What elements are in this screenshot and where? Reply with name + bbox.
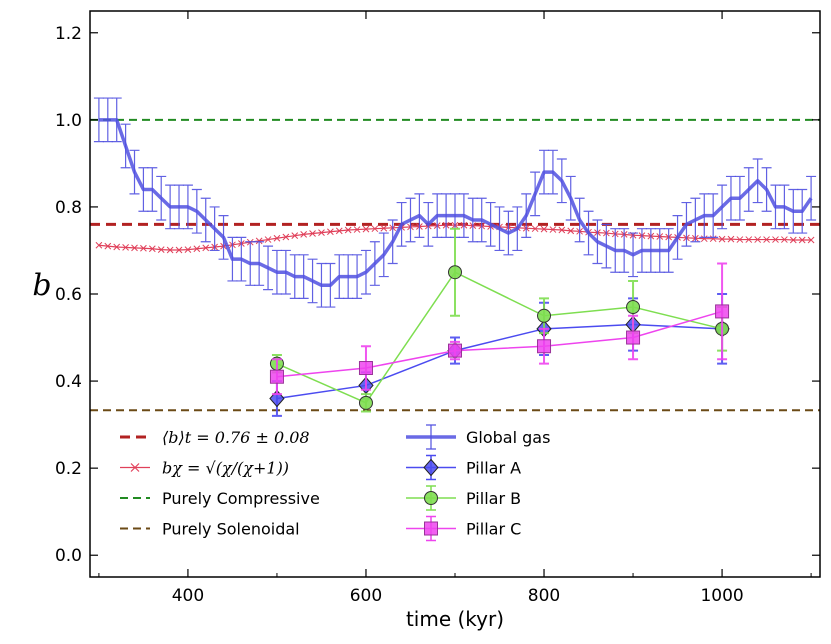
pillar-b-point: [448, 265, 462, 280]
bchi-point: [371, 225, 379, 233]
y-tick-label: 1.0: [55, 111, 82, 131]
plot-area: [90, 97, 820, 417]
legend-label-compressive: Purely Compressive: [162, 489, 320, 508]
y-tick-label: 0.0: [55, 546, 82, 566]
bchi-point: [736, 236, 744, 243]
bchi-point: [709, 235, 717, 243]
legend-label-bchi: bχ = √(χ/(χ+1)): [162, 459, 289, 478]
bchi-point: [95, 241, 103, 249]
bchi-point: [282, 233, 290, 241]
bchi-point: [104, 242, 112, 250]
bchi-point: [718, 235, 726, 243]
legend-marker-pillar-c: [424, 521, 438, 536]
x-tick-label: 1000: [700, 586, 743, 606]
bchi-point: [781, 236, 788, 243]
legend-label-pillar-a: Pillar A: [466, 459, 521, 478]
pillar-c-line: [276, 310, 723, 378]
bchi-point: [549, 226, 557, 233]
legend-label-pillar-c: Pillar C: [466, 520, 521, 539]
bchi-point: [273, 234, 281, 242]
bchi-point: [727, 235, 735, 243]
bchi-point: [798, 236, 806, 244]
legend-label-solenoidal: Purely Solenoidal: [162, 520, 300, 539]
pillar-c-point: [448, 343, 462, 358]
bchi-point: [255, 237, 263, 245]
y-tick-label: 0.4: [55, 372, 82, 392]
bchi-point: [193, 245, 201, 253]
bchi-point: [531, 225, 539, 233]
pillar-c-point: [715, 304, 730, 319]
bchi-point: [122, 244, 129, 251]
bchi-point: [772, 236, 779, 243]
y-axis-label: b: [32, 268, 51, 303]
pillar-b-point: [358, 395, 373, 410]
global-gas-line: [98, 118, 813, 288]
pillar-c-point: [626, 330, 641, 345]
bchi-point: [763, 236, 770, 243]
pillar-a-line: [276, 323, 723, 400]
series-group: [90, 97, 820, 417]
bchi-point: [202, 244, 210, 252]
x-tick-label: 800: [528, 586, 560, 606]
pillar-b-point: [537, 308, 552, 323]
bchi-point: [300, 230, 308, 238]
bchi-point: [113, 243, 121, 251]
bchi-point: [175, 246, 183, 254]
legend: ⟨b⟩t = 0.76 ± 0.08 bχ = √(χ/(χ+1)) Purely …: [120, 424, 550, 542]
bchi-point: [318, 229, 325, 236]
bchi-point: [344, 226, 352, 234]
bchi-point: [745, 236, 753, 243]
bchi-point: [309, 230, 316, 237]
bchi-point: [567, 227, 575, 235]
legend-label-pillar-b: Pillar B: [466, 489, 521, 508]
bchi-point: [140, 244, 147, 252]
bchi-point: [184, 246, 192, 253]
bchi-point: [157, 246, 165, 253]
bchi-point: [353, 226, 361, 233]
x-axis-label: time (kyr): [406, 607, 504, 631]
bchi-point: [362, 225, 370, 233]
bchi-point: [540, 225, 548, 233]
bchi-point: [807, 236, 815, 244]
bchi-point: [291, 232, 299, 240]
bchi-point: [380, 224, 388, 232]
pillar-a-point: [269, 389, 285, 408]
bchi-point: [335, 227, 343, 235]
y-tick-label: 0.8: [55, 198, 82, 218]
legend-label-mean_b: ⟨b⟩t = 0.76 ± 0.08: [162, 428, 310, 447]
pillar-c-point: [269, 369, 284, 384]
legend-marker-pillar-a: [423, 458, 439, 477]
global-gas-errorbar: [806, 175, 817, 221]
bchi-point: [131, 244, 138, 252]
bchi-point: [700, 235, 708, 243]
x-tick-label: 600: [350, 586, 382, 606]
bchi-point: [558, 226, 566, 234]
axis-ticks: 400 600 800 1000 0.0 0.2 0.4 0.6 0.8 1.0 1.2: [55, 11, 820, 606]
bchi-point: [264, 236, 272, 243]
pillar-b-line: [276, 271, 723, 404]
bchi-point: [789, 236, 797, 244]
legend-marker-pillar-b: [424, 491, 438, 505]
global-gas-errorbar: [93, 97, 104, 143]
bchi-point: [327, 228, 334, 236]
pillar-c-point: [358, 361, 373, 376]
bchi-point: [148, 245, 156, 253]
y-tick-label: 0.6: [55, 285, 82, 305]
pillar-c-point: [537, 339, 552, 354]
legend-label-global-gas: Global gas: [466, 428, 550, 447]
y-tick-label: 1.2: [55, 24, 82, 44]
x-tick-label: 400: [172, 586, 204, 606]
legend-marker-bchi: [130, 463, 140, 472]
bchi-point: [754, 236, 762, 243]
pillar-b-point: [626, 300, 641, 315]
legend-errorbar-global-gas: [426, 424, 436, 450]
bchi-point: [166, 246, 174, 254]
y-tick-label: 0.2: [55, 459, 82, 479]
